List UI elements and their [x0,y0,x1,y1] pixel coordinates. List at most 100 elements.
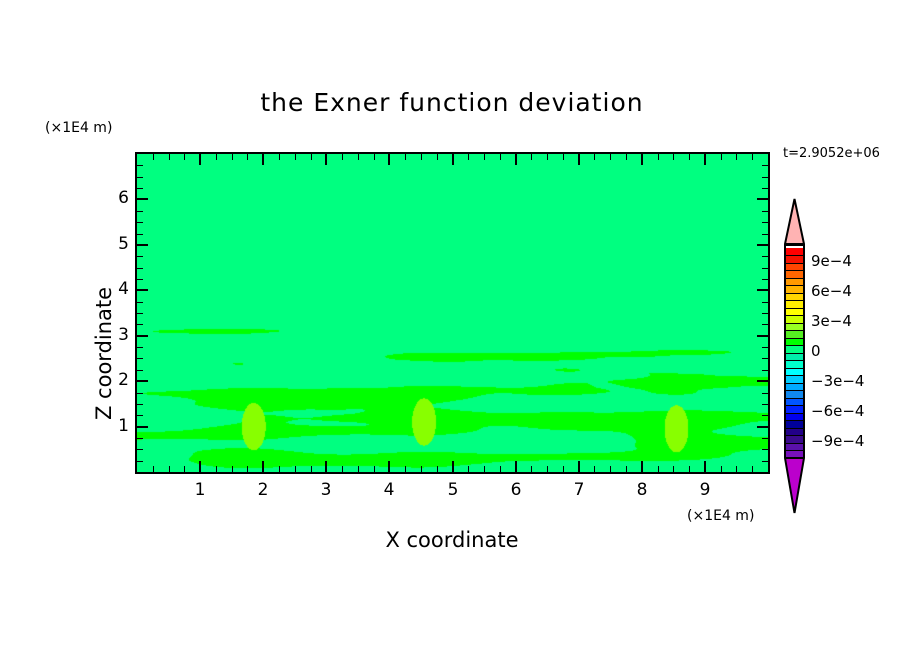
colorbar-band-divider [786,262,803,264]
y-major-tick-right [757,426,768,428]
y-minor-tick [137,165,143,166]
x-major-tick [388,461,390,472]
y-tick-label: 2 [118,370,129,390]
y-minor-tick-right [762,234,768,235]
colorbar-band [786,330,803,339]
x-tick-label: 3 [320,480,332,500]
colorbar-band [786,293,803,302]
y-major-tick-right [757,198,768,200]
colorbar-band-divider [786,315,803,316]
x-minor-tick [484,466,485,472]
x-minor-tick [295,466,296,472]
x-minor-tick [721,466,722,472]
x-major-tick-top [641,154,643,165]
y-minor-tick [137,438,143,439]
x-minor-tick-top [232,154,233,160]
colorbar-band [786,255,803,264]
x-major-tick-top [262,154,264,165]
colorbar-band-divider [786,450,803,451]
y-tick-label: 3 [118,325,129,345]
x-tick-label: 2 [257,480,269,500]
x-minor-tick-top [342,154,343,160]
y-minor-tick-right [762,358,768,359]
y-axis-unit-label: (×1E4 m) [45,120,113,136]
x-minor-tick-top [421,154,422,160]
colorbar-band [786,323,803,332]
x-minor-tick [216,466,217,472]
colorbar-tick-label: 9e−4 [811,252,852,270]
y-tick-label: 5 [118,234,129,254]
colorbar-tick-label: 0 [811,342,821,360]
x-major-tick-top [388,154,390,165]
colorbar-band [786,315,803,324]
x-minor-tick-top [247,154,248,160]
colorbar-band [786,285,803,294]
x-minor-tick-top [673,154,674,160]
y-minor-tick-right [762,449,768,450]
y-minor-tick-right [762,222,768,223]
colorbar-band [786,300,803,309]
colorbar-band [786,360,803,369]
timestamp-label: t=2.9052e+06 [783,146,880,161]
x-major-tick [325,461,327,472]
colorbar-over-arrow [784,198,805,245]
x-axis-unit-label: (×1E4 m) [687,508,755,524]
y-major-tick-right [757,335,768,337]
y-minor-tick-right [762,279,768,280]
colorbar-tick-label: −3e−4 [811,372,865,390]
colorbar-tick-label: 6e−4 [811,282,852,300]
x-minor-tick-top [437,154,438,160]
y-minor-tick-right [762,211,768,212]
x-minor-tick-top [358,154,359,160]
y-minor-tick-right [762,370,768,371]
x-minor-tick-top [563,154,564,160]
x-tick-label: 9 [699,480,711,500]
x-minor-tick [405,466,406,472]
colorbar-band [786,263,803,272]
x-tick-label: 6 [510,480,522,500]
y-minor-tick [137,324,143,325]
y-major-tick [137,289,148,291]
colorbar-band-divider [786,367,803,369]
y-major-tick [137,426,148,428]
colorbar-band-divider [786,307,803,309]
colorbar-band-divider [786,337,803,339]
x-minor-tick [374,466,375,472]
colorbar-band-divider [786,435,803,436]
chart-title: the Exner function deviation [260,88,644,117]
y-minor-tick-right [762,256,768,257]
x-minor-tick [184,466,185,472]
colorbar-band-divider [786,420,803,421]
y-tick-label: 1 [118,416,129,436]
colorbar-band-divider [786,405,803,406]
y-major-tick [137,198,148,200]
y-axis-title: Z coordinate [92,286,116,420]
x-minor-tick [626,466,627,472]
x-major-tick [704,461,706,472]
colorbar-band [786,375,803,384]
colorbar-band-divider [786,442,803,444]
y-minor-tick-right [762,404,768,405]
colorbar-band [786,405,803,414]
y-major-tick [137,244,148,246]
colorbar-band [786,345,803,354]
x-major-tick [199,461,201,472]
x-major-tick [578,461,580,472]
x-minor-tick-top [689,154,690,160]
contour-field [137,154,768,472]
colorbar-band-divider [786,412,803,414]
x-major-tick [262,461,264,472]
colorbar-band-divider [786,427,803,429]
y-minor-tick-right [762,347,768,348]
x-axis-title: X coordinate [385,528,519,552]
y-minor-tick [137,449,143,450]
colorbar-band-divider [786,352,803,354]
y-minor-tick [137,415,143,416]
colorbar-band [786,420,803,429]
x-minor-tick-top [311,154,312,160]
x-minor-tick [563,466,564,472]
x-minor-tick-top [295,154,296,160]
x-minor-tick [279,466,280,472]
x-minor-tick-top [626,154,627,160]
x-minor-tick [437,466,438,472]
